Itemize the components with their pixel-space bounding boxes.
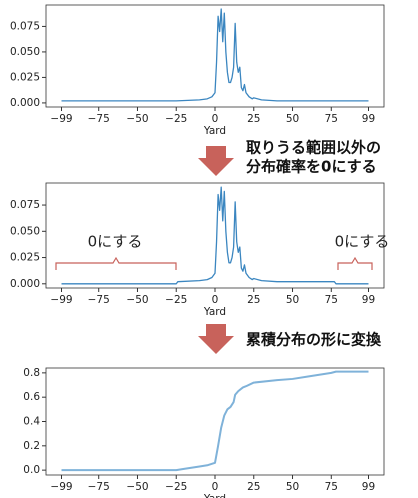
annotation: 0にする: [335, 233, 390, 251]
step-text: 累積分布の形に変換: [246, 331, 382, 349]
x-axis-label: Yard: [203, 306, 226, 318]
x-tick-label: 50: [286, 113, 299, 125]
x-tick-label: −99: [50, 113, 72, 125]
y-tick-label: 0.000: [10, 97, 40, 109]
step-text: 分布確率を0にする: [246, 158, 377, 176]
y-tick-label: 0.075: [10, 199, 40, 211]
x-tick-label: 75: [325, 481, 338, 493]
x-tick-label: 25: [247, 481, 260, 493]
x-tick-label: 99: [362, 113, 375, 125]
y-tick-label: 0.050: [10, 225, 40, 237]
y-tick-label: 0.2: [23, 440, 40, 452]
x-tick-label: 50: [286, 481, 299, 493]
x-tick-label: 25: [247, 294, 260, 306]
x-tick-label: 0: [212, 113, 219, 125]
y-tick-label: 0.025: [10, 252, 40, 264]
y-tick-label: 0.075: [10, 20, 40, 32]
y-tick-label: 0.4: [23, 416, 40, 428]
y-tick-label: 0.050: [10, 46, 40, 58]
y-tick-label: 0.025: [10, 71, 40, 83]
arrow: [198, 146, 234, 176]
y-tick-label: 0.000: [10, 278, 40, 290]
x-tick-label: 75: [325, 113, 338, 125]
y-tick-label: 0.6: [23, 391, 40, 403]
line: [61, 8, 369, 102]
x-tick-label: −50: [126, 481, 148, 493]
x-tick-label: −75: [88, 294, 110, 306]
y-tick-label: 0.8: [23, 367, 40, 379]
x-tick-label: −50: [126, 113, 148, 125]
x-tick-label: −25: [165, 113, 187, 125]
brace: [55, 256, 177, 270]
x-tick-label: −25: [165, 481, 187, 493]
line: [61, 370, 369, 472]
line: [61, 186, 369, 285]
step-text: 取りうる範囲以外の: [246, 139, 381, 157]
x-tick-label: 99: [362, 294, 375, 306]
x-tick-label: 99: [362, 481, 375, 493]
x-tick-label: −75: [88, 481, 110, 493]
x-tick-label: −99: [50, 294, 72, 306]
arrow: [198, 324, 234, 354]
x-tick-label: 50: [286, 294, 299, 306]
x-tick-label: −25: [165, 294, 187, 306]
x-tick-label: −99: [50, 481, 72, 493]
x-tick-label: 0: [212, 481, 219, 493]
x-tick-label: −50: [126, 294, 148, 306]
y-tick-label: 0.0: [23, 464, 40, 476]
x-axis-label: Yard: [203, 125, 226, 137]
x-tick-label: 0: [212, 294, 219, 306]
x-axis-label: Yard: [203, 493, 226, 498]
x-tick-label: 75: [325, 294, 338, 306]
x-tick-label: 25: [247, 113, 260, 125]
annotation: 0にする: [88, 233, 143, 251]
x-tick-label: −75: [88, 113, 110, 125]
brace: [337, 256, 373, 270]
